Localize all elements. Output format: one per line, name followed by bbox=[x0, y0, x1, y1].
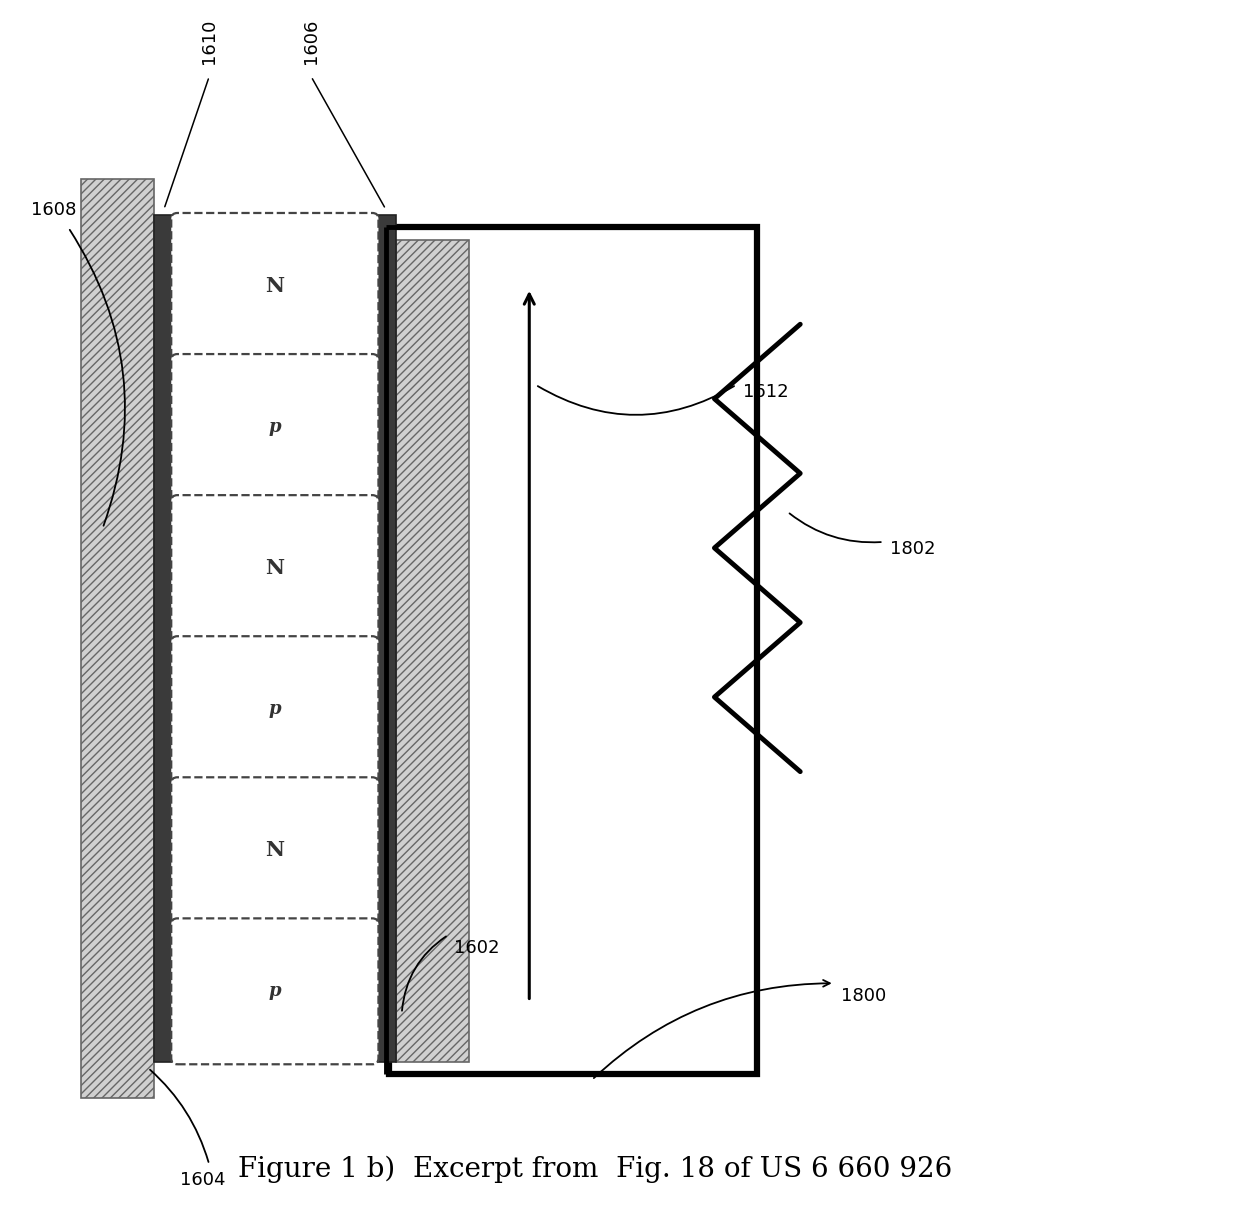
Text: 1608: 1608 bbox=[31, 201, 77, 219]
Text: N: N bbox=[265, 840, 284, 861]
FancyBboxPatch shape bbox=[171, 354, 378, 500]
Text: N: N bbox=[265, 558, 284, 579]
Bar bbox=[396, 239, 469, 1062]
Text: 1602: 1602 bbox=[455, 939, 500, 958]
Text: 1612: 1612 bbox=[743, 383, 789, 401]
Text: 1800: 1800 bbox=[841, 987, 885, 1005]
Bar bbox=[81, 179, 154, 1098]
Text: N: N bbox=[265, 276, 284, 295]
Text: 1802: 1802 bbox=[890, 539, 935, 558]
Text: 1610: 1610 bbox=[200, 18, 218, 64]
FancyBboxPatch shape bbox=[171, 918, 378, 1064]
Text: 1604: 1604 bbox=[180, 1171, 226, 1189]
FancyBboxPatch shape bbox=[171, 777, 378, 923]
FancyBboxPatch shape bbox=[171, 495, 378, 641]
Bar bbox=[376, 216, 396, 1062]
Text: Figure 1 b)  Excerpt from  Fig. 18 of US 6 660 926: Figure 1 b) Excerpt from Fig. 18 of US 6… bbox=[238, 1155, 952, 1183]
Text: p: p bbox=[269, 700, 281, 718]
Text: 1606: 1606 bbox=[303, 18, 320, 64]
FancyBboxPatch shape bbox=[171, 213, 378, 359]
Text: p: p bbox=[269, 418, 281, 436]
Text: p: p bbox=[269, 982, 281, 1000]
Bar bbox=[389, 228, 758, 1074]
FancyBboxPatch shape bbox=[171, 636, 378, 782]
Bar bbox=[154, 216, 174, 1062]
